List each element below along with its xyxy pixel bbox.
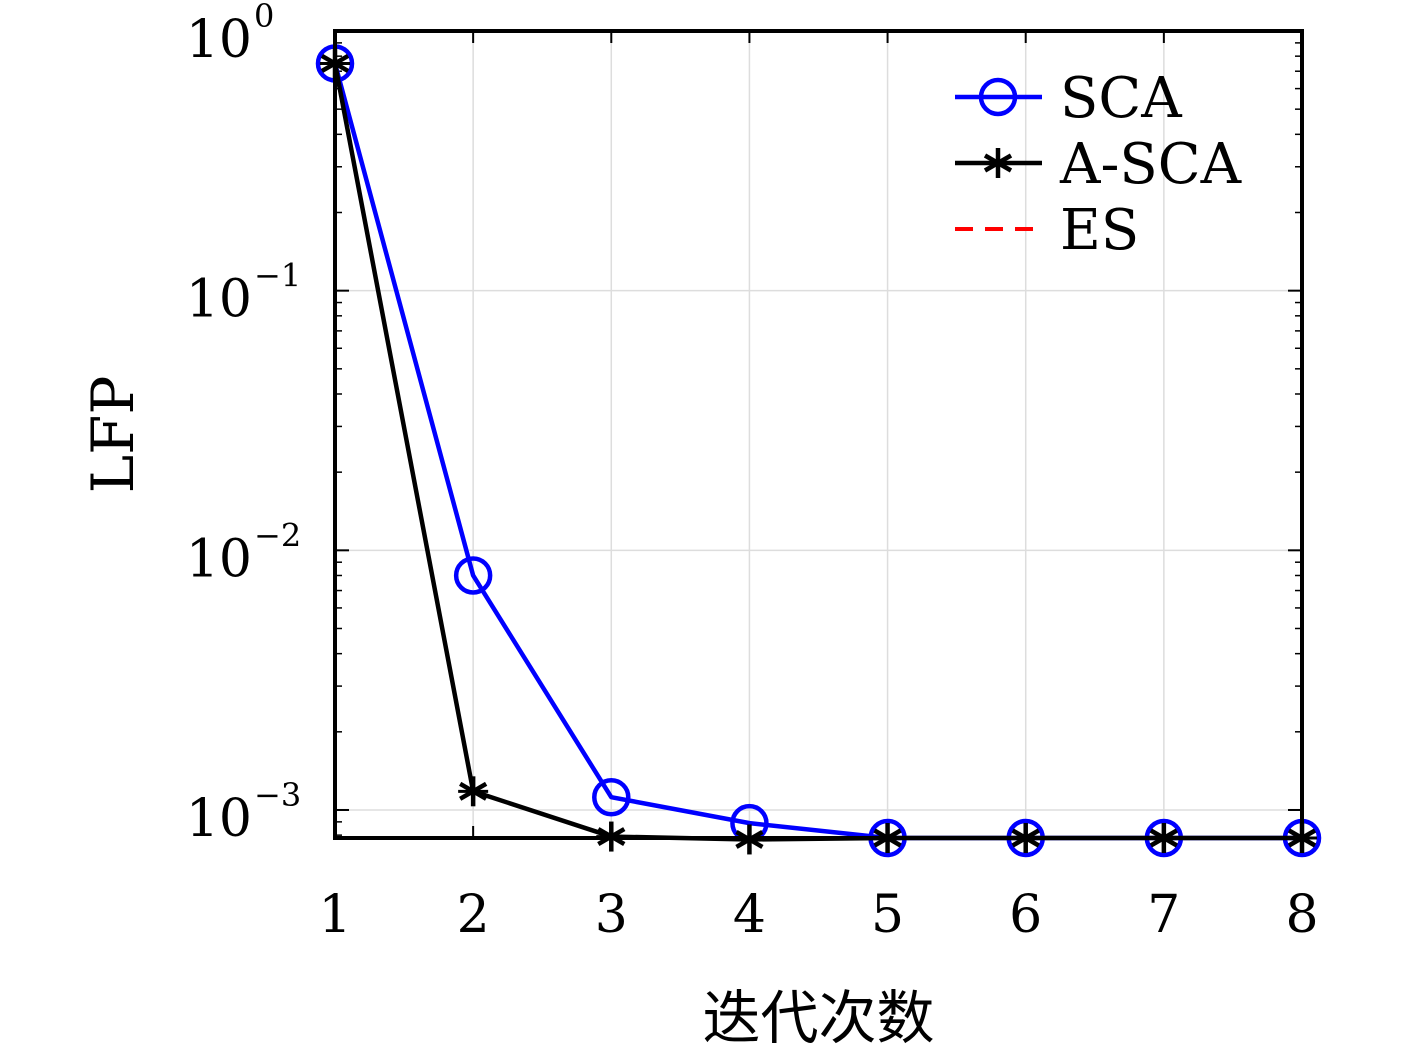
y-tick-exponent: −3 (254, 776, 301, 814)
legend-label-a-sca: A-SCA (1059, 132, 1242, 197)
x-tick-label: 7 (1147, 885, 1180, 945)
x-tick-label: 3 (595, 885, 628, 945)
x-tick-label: 8 (1285, 885, 1318, 945)
y-tick-exponent: 0 (254, 0, 274, 35)
data-point-sca (453, 556, 493, 595)
data-point-a-sca (458, 776, 489, 807)
legend-marker-a-sca (983, 148, 1013, 178)
legend-item-es: ES (955, 198, 1139, 263)
legend-label-sca: SCA (1060, 66, 1182, 131)
x-axis-label: 迭代次数 (702, 984, 934, 1052)
legend-label-es: ES (1060, 198, 1139, 263)
x-tick-label: 6 (1009, 885, 1042, 945)
x-axis-ticks: 1 2 3 4 5 6 7 8 (318, 31, 1319, 945)
x-tick-label: 1 (318, 885, 351, 945)
y-tick-label: 10 (186, 789, 252, 849)
y-tick-exponent: −1 (254, 257, 301, 295)
legend-marker-sca (978, 77, 1018, 117)
plot-frame (333, 29, 1304, 840)
legend-item-a-sca: A-SCA (955, 132, 1242, 197)
y-tick-label: 10 (186, 270, 252, 330)
x-tick-label: 5 (871, 885, 904, 945)
x-tick-label: 2 (457, 885, 490, 945)
x-tick-label: 4 (733, 885, 766, 945)
y-axis-label: LFP (79, 376, 147, 494)
legend-item-sca: SCA (955, 66, 1182, 131)
data-point-sca (592, 777, 631, 817)
y-tick-exponent: −2 (254, 516, 301, 554)
y-tick-label: 10 (186, 10, 252, 70)
y-tick-label: 10 (186, 529, 252, 589)
